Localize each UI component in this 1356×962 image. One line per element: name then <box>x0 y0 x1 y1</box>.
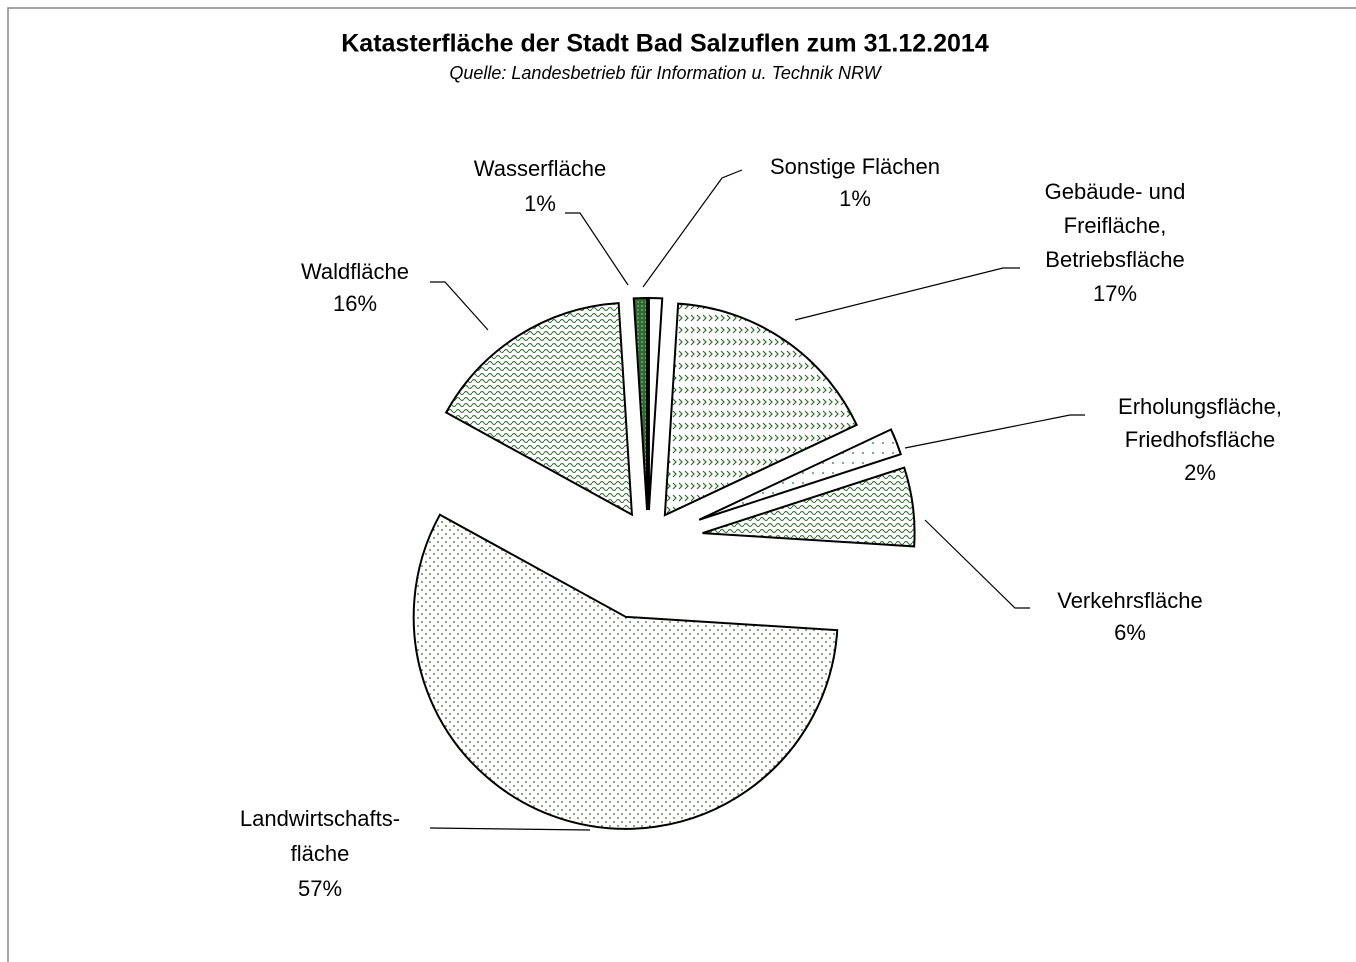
value-label: 57% <box>298 876 342 901</box>
slice-label: Verkehrsfläche <box>1057 588 1203 613</box>
slice-label: Erholungsfläche, <box>1118 394 1282 419</box>
slice-label: Landwirtschafts- <box>240 806 400 831</box>
pie-slice <box>698 428 903 521</box>
slice-label: Waldfläche <box>301 259 409 284</box>
slice-label: Freifläche, <box>1064 213 1167 238</box>
slice-label: Betriebsfläche <box>1045 247 1184 272</box>
value-label: 16% <box>333 291 377 316</box>
value-label: 1% <box>524 191 556 216</box>
pie-slice <box>702 466 916 548</box>
pie-slice <box>444 302 634 517</box>
chart-subtitle: Quelle: Landesbetrieb für Information u.… <box>449 63 882 83</box>
pie-slice <box>647 297 664 511</box>
value-label: 17% <box>1093 281 1137 306</box>
value-label: 2% <box>1184 460 1216 485</box>
value-label: 6% <box>1114 620 1146 645</box>
slice-label: Sonstige Flächen <box>770 154 940 179</box>
chart-title: Katasterfläche der Stadt Bad Salzuflen z… <box>341 30 989 58</box>
leader-lines <box>429 169 1085 831</box>
frame <box>7 7 1356 962</box>
slice-label: fläche <box>291 841 350 866</box>
slice-label: Wasserfläche <box>474 156 606 181</box>
pie-slice <box>632 297 649 511</box>
pie-slice <box>663 302 859 517</box>
value-label: 1% <box>839 186 871 211</box>
slice-label: Gebäude- und <box>1045 179 1186 204</box>
pie-slice <box>412 513 839 830</box>
slice-label: Friedhofsfläche <box>1125 427 1275 452</box>
